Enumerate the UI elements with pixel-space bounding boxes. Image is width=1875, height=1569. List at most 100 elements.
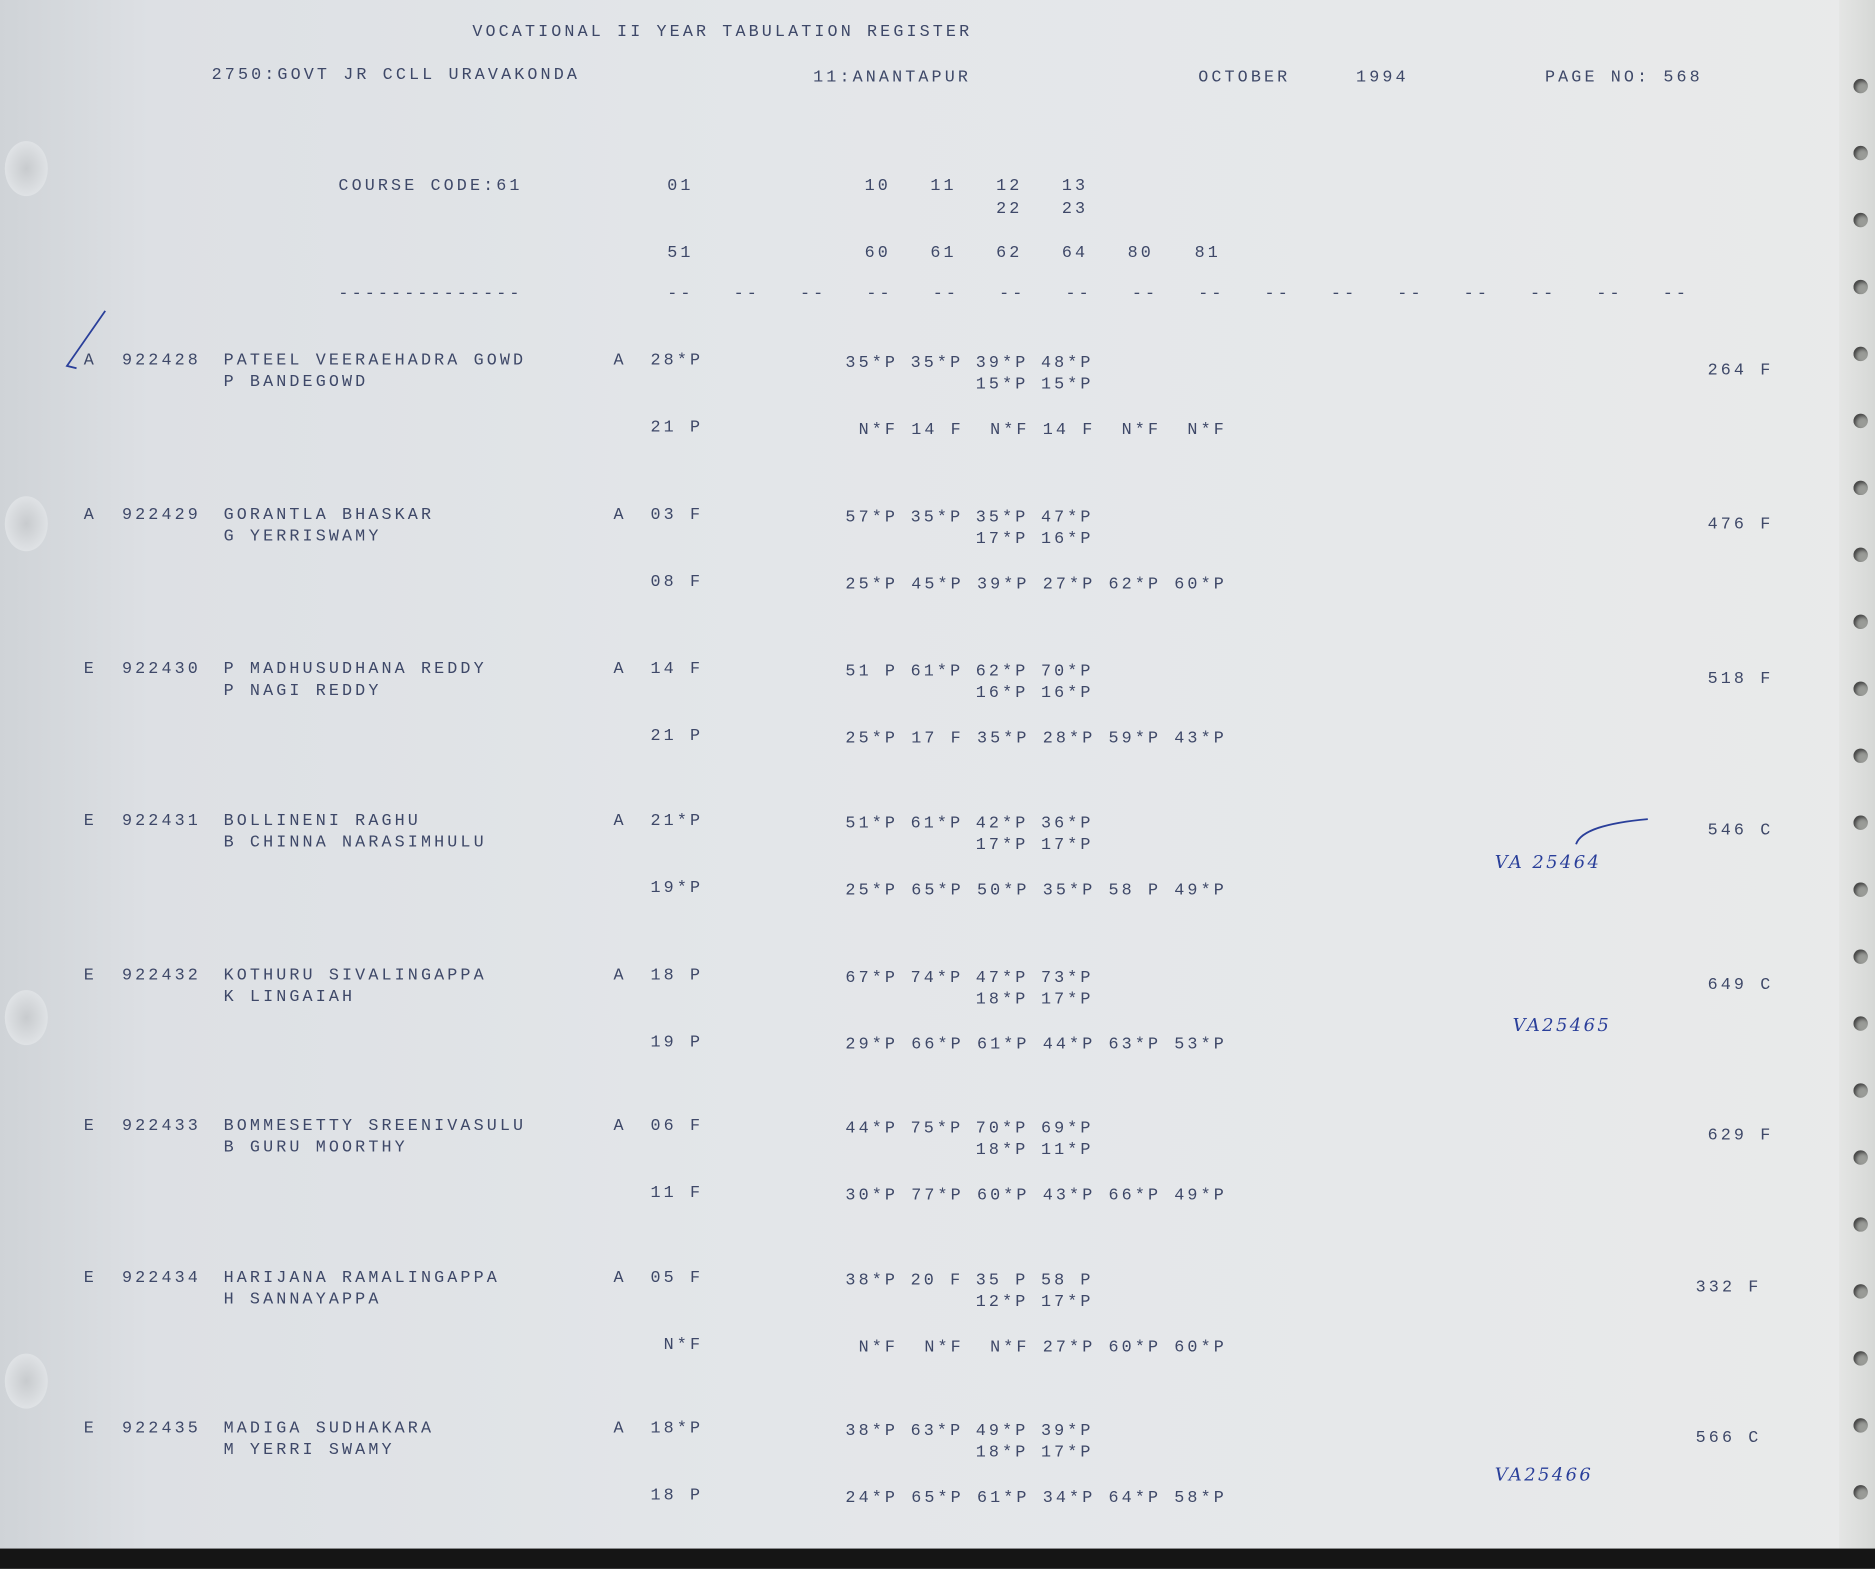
student-name: MADIGA SUDHAKARA — [223, 1419, 435, 1439]
column-dash: -- — [1596, 284, 1623, 304]
subject-code: 62 — [996, 243, 1023, 264]
pen-stroke — [1575, 818, 1648, 845]
exam-type: E — [83, 1268, 97, 1288]
feed-hole — [1853, 1150, 1868, 1165]
column-dash: -- — [1463, 284, 1490, 304]
handwritten-note: VA 25464 — [1494, 851, 1602, 873]
total-result: 518 F — [1707, 669, 1774, 689]
mark-cell: 17 F — [911, 729, 964, 749]
mark-cell: 65*P — [911, 881, 964, 901]
mark-cell: N*F — [1121, 420, 1162, 441]
feed-hole — [1853, 681, 1868, 696]
total-result: 649 C — [1707, 975, 1774, 995]
feed-hole — [1853, 1083, 1868, 1098]
feed-hole — [1853, 748, 1868, 763]
subject-code: 01 — [667, 176, 694, 197]
roll-number: 922428 — [121, 351, 201, 371]
mark-cell: 17*P — [975, 529, 1029, 549]
second-year-mark: 08 F — [650, 572, 704, 592]
mark-cell: 61*P — [976, 1035, 1030, 1055]
exam-type: A — [83, 351, 97, 371]
mark-cell: 59*P — [1108, 729, 1162, 749]
mark-cell: 15*P — [975, 375, 1029, 395]
exam-year: 1994 — [1356, 68, 1409, 88]
mark-cell: 60*P — [1108, 1338, 1162, 1358]
mark-cell: 18*P — [975, 990, 1029, 1010]
parent-name: P NAGI REDDY — [223, 681, 382, 701]
medium: A — [613, 811, 627, 832]
student-name: BOMMESETTY SREENIVASULU — [223, 1116, 527, 1137]
mark-cell: 17*P — [1040, 1443, 1094, 1463]
punch-hole — [4, 141, 48, 197]
register-title: VOCATIONAL II YEAR TABULATION REGISTER — [472, 22, 973, 42]
mark-cell: 42*P — [975, 814, 1029, 834]
feed-hole — [1853, 480, 1868, 496]
feed-hole — [1853, 614, 1868, 629]
feed-hole — [1853, 1217, 1868, 1232]
mark-cell: 62*P — [1108, 575, 1162, 595]
mark-cell: 17*P — [1040, 835, 1094, 855]
mark-cell: 12*P — [975, 1292, 1029, 1312]
mark-cell: 27*P — [1042, 1338, 1096, 1358]
mark-cell: 35*P — [910, 353, 964, 374]
mark-cell: 14 F — [911, 420, 964, 441]
mark-cell: 35*P — [910, 508, 964, 528]
first-year-mark: 28*P — [650, 351, 704, 371]
exam-type: E — [83, 966, 97, 986]
student-name: PATEEL VEERAEHADRA GOWD — [223, 351, 527, 371]
column-dash: -- — [1065, 284, 1092, 304]
total-result: 629 F — [1707, 1126, 1774, 1146]
exam-type: E — [83, 660, 97, 680]
feed-hole — [1853, 815, 1868, 830]
mark-cell: 34*P — [1042, 1488, 1096, 1508]
mark-cell: 16*P — [1040, 683, 1094, 704]
header-underline: -------------- — [338, 284, 523, 304]
column-dash: -- — [1530, 284, 1557, 304]
column-dash: -- — [1131, 284, 1159, 304]
course-code: COURSE CODE:61 — [338, 176, 523, 197]
roll-number: 922430 — [121, 660, 201, 680]
medium: A — [613, 1419, 627, 1439]
mark-cell: 47*P — [1040, 508, 1094, 528]
mark-cell: 69*P — [1040, 1119, 1094, 1139]
mark-cell: 75*P — [910, 1119, 964, 1139]
subject-code: 23 — [1061, 199, 1089, 219]
roll-number: 922434 — [121, 1268, 201, 1288]
mark-cell: 24*P — [845, 1488, 899, 1508]
feed-hole — [1853, 1284, 1868, 1299]
mark-cell: 49*P — [1174, 881, 1227, 901]
mark-cell: 38*P — [845, 1271, 899, 1291]
second-year-mark: 21 P — [650, 418, 704, 438]
mark-cell: 44*P — [845, 1119, 899, 1139]
mark-cell: 63*P — [910, 1421, 964, 1441]
mark-cell: 17*P — [1040, 990, 1094, 1010]
exam-type: A — [83, 505, 97, 525]
column-dash: -- — [667, 284, 694, 304]
feed-hole — [1853, 212, 1868, 228]
feed-hole — [1853, 279, 1868, 295]
mark-cell: 14 F — [1042, 420, 1096, 441]
student-name: HARIJANA RAMALINGAPPA — [223, 1268, 500, 1288]
mark-cell: 60*P — [976, 1186, 1030, 1206]
parent-name: B GURU MOORTHY — [223, 1138, 408, 1158]
mark-cell: 74*P — [910, 968, 964, 988]
mark-cell: 66*P — [1108, 1186, 1162, 1206]
feed-hole — [1853, 346, 1868, 362]
feed-hole — [1853, 78, 1868, 94]
first-year-mark: 03 F — [650, 505, 704, 525]
mark-cell: 48*P — [1040, 353, 1094, 374]
mark-cell: 18*P — [975, 1140, 1029, 1160]
mark-cell: N*F — [924, 1338, 964, 1358]
mark-cell: 58*P — [1174, 1488, 1227, 1508]
mark-cell: 39*P — [1040, 1421, 1094, 1441]
mark-cell: 65*P — [911, 1488, 964, 1508]
roll-number: 922431 — [121, 811, 201, 832]
parent-name: M YERRI SWAMY — [223, 1440, 395, 1461]
student-name: BOLLINENI RAGHU — [223, 811, 421, 832]
student-name: GORANTLA BHASKAR — [223, 505, 435, 525]
mark-cell: 11*P — [1040, 1140, 1094, 1160]
mark-cell: 16*P — [1040, 529, 1094, 549]
first-year-mark: 06 F — [650, 1116, 704, 1137]
mark-cell: 43*P — [1174, 729, 1227, 749]
exam-month: OCTOBER — [1198, 68, 1291, 88]
